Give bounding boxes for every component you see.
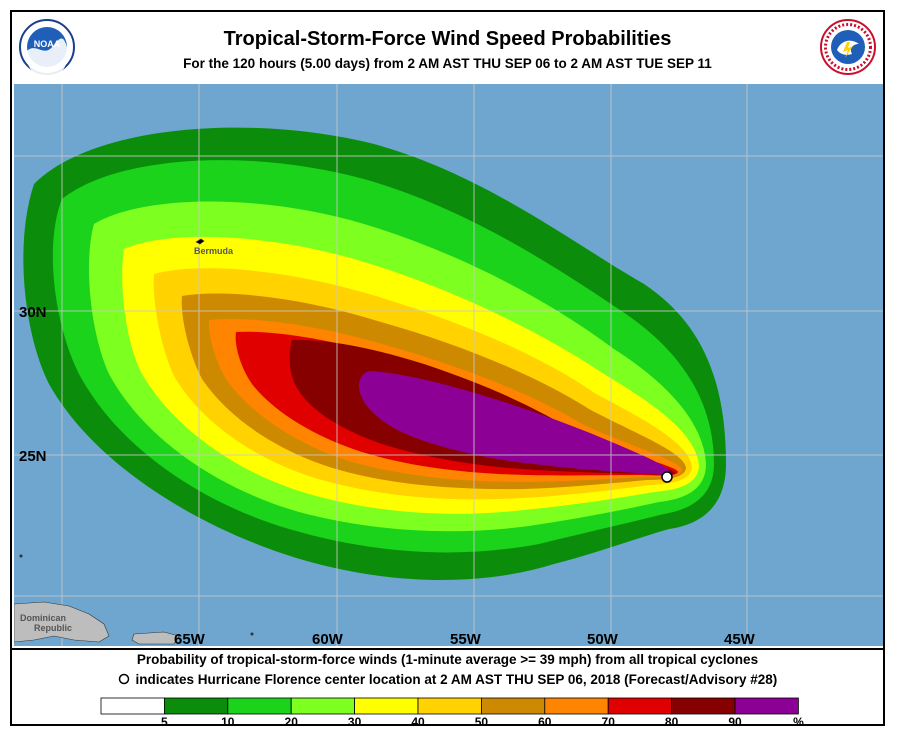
legend-swatch	[354, 697, 419, 715]
bermuda-land	[195, 238, 205, 245]
legend-swatch	[417, 697, 482, 715]
noaa-logo: NOAA	[19, 19, 75, 76]
legend-label: 5	[161, 715, 168, 728]
small-island-2	[250, 632, 254, 636]
storm-center-legend-icon	[118, 673, 129, 685]
legend-swatch	[544, 697, 609, 715]
place-label-bermuda: Bermuda	[194, 246, 234, 256]
legend-swatch	[607, 697, 673, 715]
lon-label-55w: 55W	[450, 631, 482, 646]
lon-label-65w: 65W	[174, 631, 206, 646]
lat-label-30n: 30N	[19, 304, 47, 321]
legend-label: 70	[602, 715, 616, 728]
page-subtitle: For the 120 hours (5.00 days) from 2 AM …	[183, 56, 712, 71]
color-legend: 5 10 20 30 40 50 60 70 80 90%	[100, 697, 804, 728]
lat-lon-grid	[14, 84, 883, 646]
lon-label-60w: 60W	[312, 631, 344, 646]
legend-swatch	[671, 697, 736, 715]
legend-label: 50	[475, 715, 489, 728]
land	[14, 238, 254, 645]
legend-labels: 5 10 20 30 40 50 60 70 80 90%	[161, 715, 804, 728]
legend-label: 20	[285, 715, 299, 728]
noaa-logo-text: NOAA	[34, 39, 61, 49]
storm-center-icon	[661, 471, 673, 483]
legend-swatch	[100, 697, 165, 715]
legend-swatches	[100, 697, 799, 715]
caption-storm-center-text: indicates Hurricane Florence center loca…	[135, 672, 778, 687]
legend-label: 80	[665, 715, 679, 728]
lon-label-45w: 45W	[724, 631, 756, 646]
legend-swatch	[163, 697, 229, 715]
legend-swatch	[290, 697, 356, 715]
legend-label: 40	[411, 715, 425, 728]
contour-90-plus	[358, 371, 672, 475]
place-label-dominican-line1: Dominican	[20, 613, 66, 623]
legend-swatch	[227, 697, 292, 715]
probability-map: 30N 25N 65W 60W 55W 50W 45W Bermuda Domi…	[14, 84, 883, 646]
legend-swatch	[480, 697, 546, 715]
caption-probability: Probability of tropical-storm-force wind…	[136, 652, 759, 667]
header: NOAA Tropical-Storm-Force Wind Speed Pro…	[12, 12, 883, 82]
legend-label: 30	[348, 715, 362, 728]
footer: Probability of tropical-storm-force wind…	[12, 648, 883, 728]
puerto-rico	[131, 631, 180, 645]
legend-label: %	[793, 715, 804, 728]
lon-label-50w: 50W	[587, 631, 619, 646]
lat-label-25n: 25N	[19, 448, 47, 465]
small-island-1	[19, 554, 23, 558]
product-frame: NOAA Tropical-Storm-Force Wind Speed Pro…	[10, 10, 885, 728]
probability-contours	[23, 127, 727, 581]
hispaniola	[14, 601, 110, 643]
legend-swatch	[734, 697, 799, 715]
page-title: Tropical-Storm-Force Wind Speed Probabil…	[223, 28, 672, 50]
caption-storm-center: indicates Hurricane Florence center loca…	[12, 672, 883, 687]
legend-label: 10	[221, 715, 235, 728]
legend-label: 90	[728, 715, 742, 728]
place-label-dominican-line2: Republic	[34, 623, 72, 633]
nws-logo	[820, 19, 876, 75]
legend-label: 60	[538, 715, 552, 728]
place-label-dominican-republic: Dominican Republic	[20, 613, 72, 633]
